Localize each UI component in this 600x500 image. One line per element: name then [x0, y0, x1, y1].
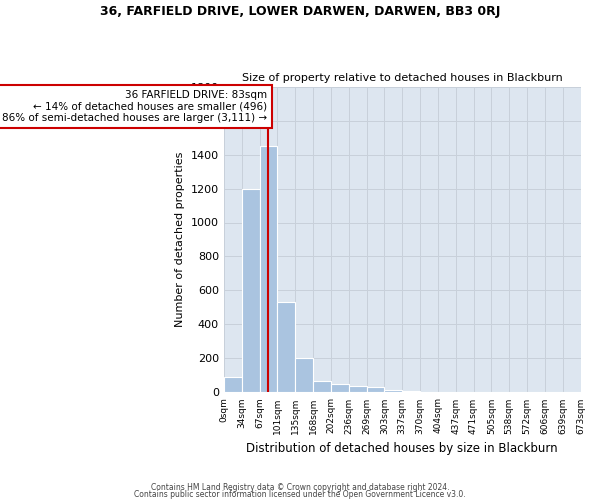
Bar [295, 358, 313, 392]
Bar [402, 390, 420, 392]
Bar [277, 302, 295, 392]
Bar [331, 384, 349, 392]
Text: Contains HM Land Registry data © Crown copyright and database right 2024.: Contains HM Land Registry data © Crown c… [151, 484, 449, 492]
Y-axis label: Number of detached properties: Number of detached properties [175, 152, 185, 327]
X-axis label: Distribution of detached houses by size in Blackburn: Distribution of detached houses by size … [247, 442, 558, 455]
Bar [385, 390, 402, 392]
Bar [260, 146, 277, 392]
Text: Contains public sector information licensed under the Open Government Licence v3: Contains public sector information licen… [134, 490, 466, 499]
Text: 36, FARFIELD DRIVE, LOWER DARWEN, DARWEN, BB3 0RJ: 36, FARFIELD DRIVE, LOWER DARWEN, DARWEN… [100, 5, 500, 18]
Bar [313, 382, 331, 392]
Bar [224, 377, 242, 392]
Bar [349, 386, 367, 392]
Text: 36 FARFIELD DRIVE: 83sqm
← 14% of detached houses are smaller (496)
86% of semi-: 36 FARFIELD DRIVE: 83sqm ← 14% of detach… [2, 90, 267, 123]
Bar [242, 188, 260, 392]
Title: Size of property relative to detached houses in Blackburn: Size of property relative to detached ho… [242, 73, 563, 83]
Bar [367, 388, 385, 392]
